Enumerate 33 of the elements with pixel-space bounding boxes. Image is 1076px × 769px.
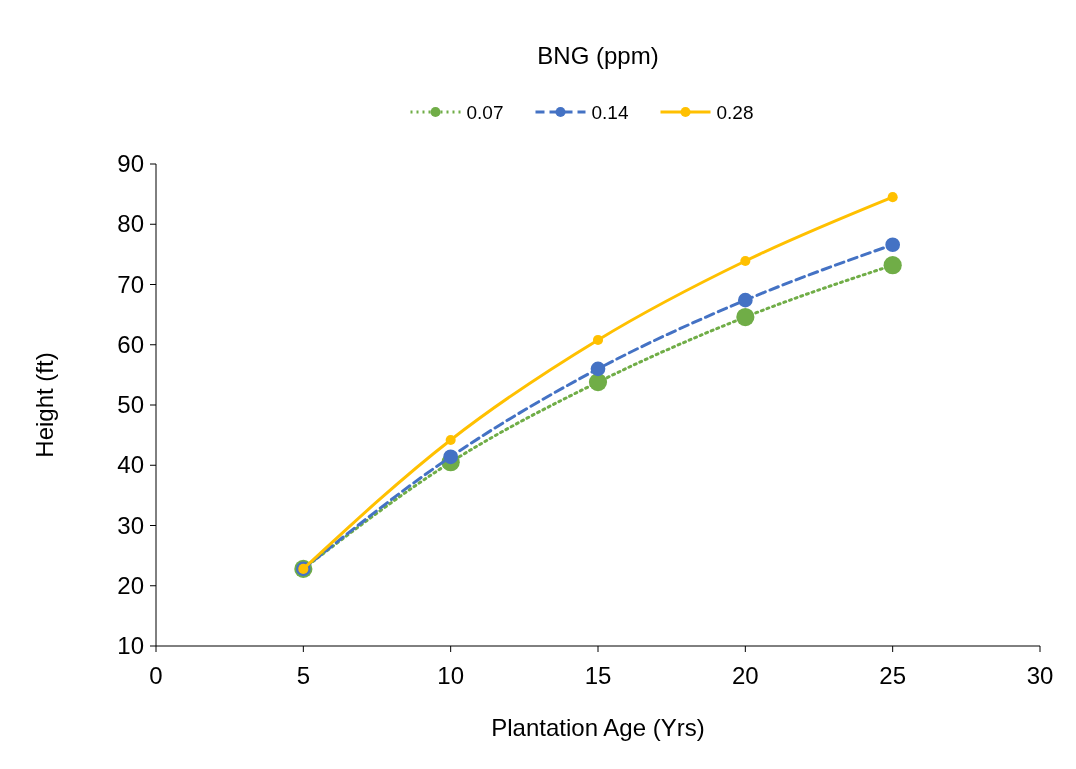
x-tick-label: 25 <box>879 662 907 689</box>
point <box>588 373 608 392</box>
point <box>443 449 459 465</box>
x-tick-label: 15 <box>584 662 612 689</box>
x-axis-title: Plantation Age (Yrs) <box>491 714 705 741</box>
point <box>736 307 755 327</box>
y-tick-label: 50 <box>117 391 144 418</box>
y-tick-label: 80 <box>117 210 144 238</box>
y-tick-label: 60 <box>117 330 144 358</box>
x-tick-label: 20 <box>731 662 759 689</box>
y-tick-label: 10 <box>117 632 144 659</box>
point <box>445 434 456 445</box>
y-tick-label: 20 <box>117 571 144 599</box>
point <box>737 292 753 308</box>
legend-label: 0.14 <box>591 102 629 123</box>
y-axis-title: Height (ft) <box>31 352 58 458</box>
x-tick-label: 0 <box>149 662 163 689</box>
point <box>887 192 898 203</box>
y-tick-label: 70 <box>117 270 144 298</box>
x-tick-label: 5 <box>296 662 311 689</box>
point <box>590 361 606 377</box>
y-tick-label: 40 <box>117 451 144 479</box>
legend-title: BNG (ppm) <box>537 42 659 69</box>
legend-label: 0.28 <box>716 102 754 123</box>
y-tick-label: 90 <box>117 150 144 177</box>
point <box>592 334 604 345</box>
x-tick-label: 30 <box>1026 662 1054 689</box>
point <box>740 255 751 267</box>
point <box>883 256 902 275</box>
x-tick-label: 10 <box>437 662 465 689</box>
legend-label: 0.07 <box>466 102 504 123</box>
point <box>885 237 901 253</box>
y-tick-label: 30 <box>117 511 144 539</box>
